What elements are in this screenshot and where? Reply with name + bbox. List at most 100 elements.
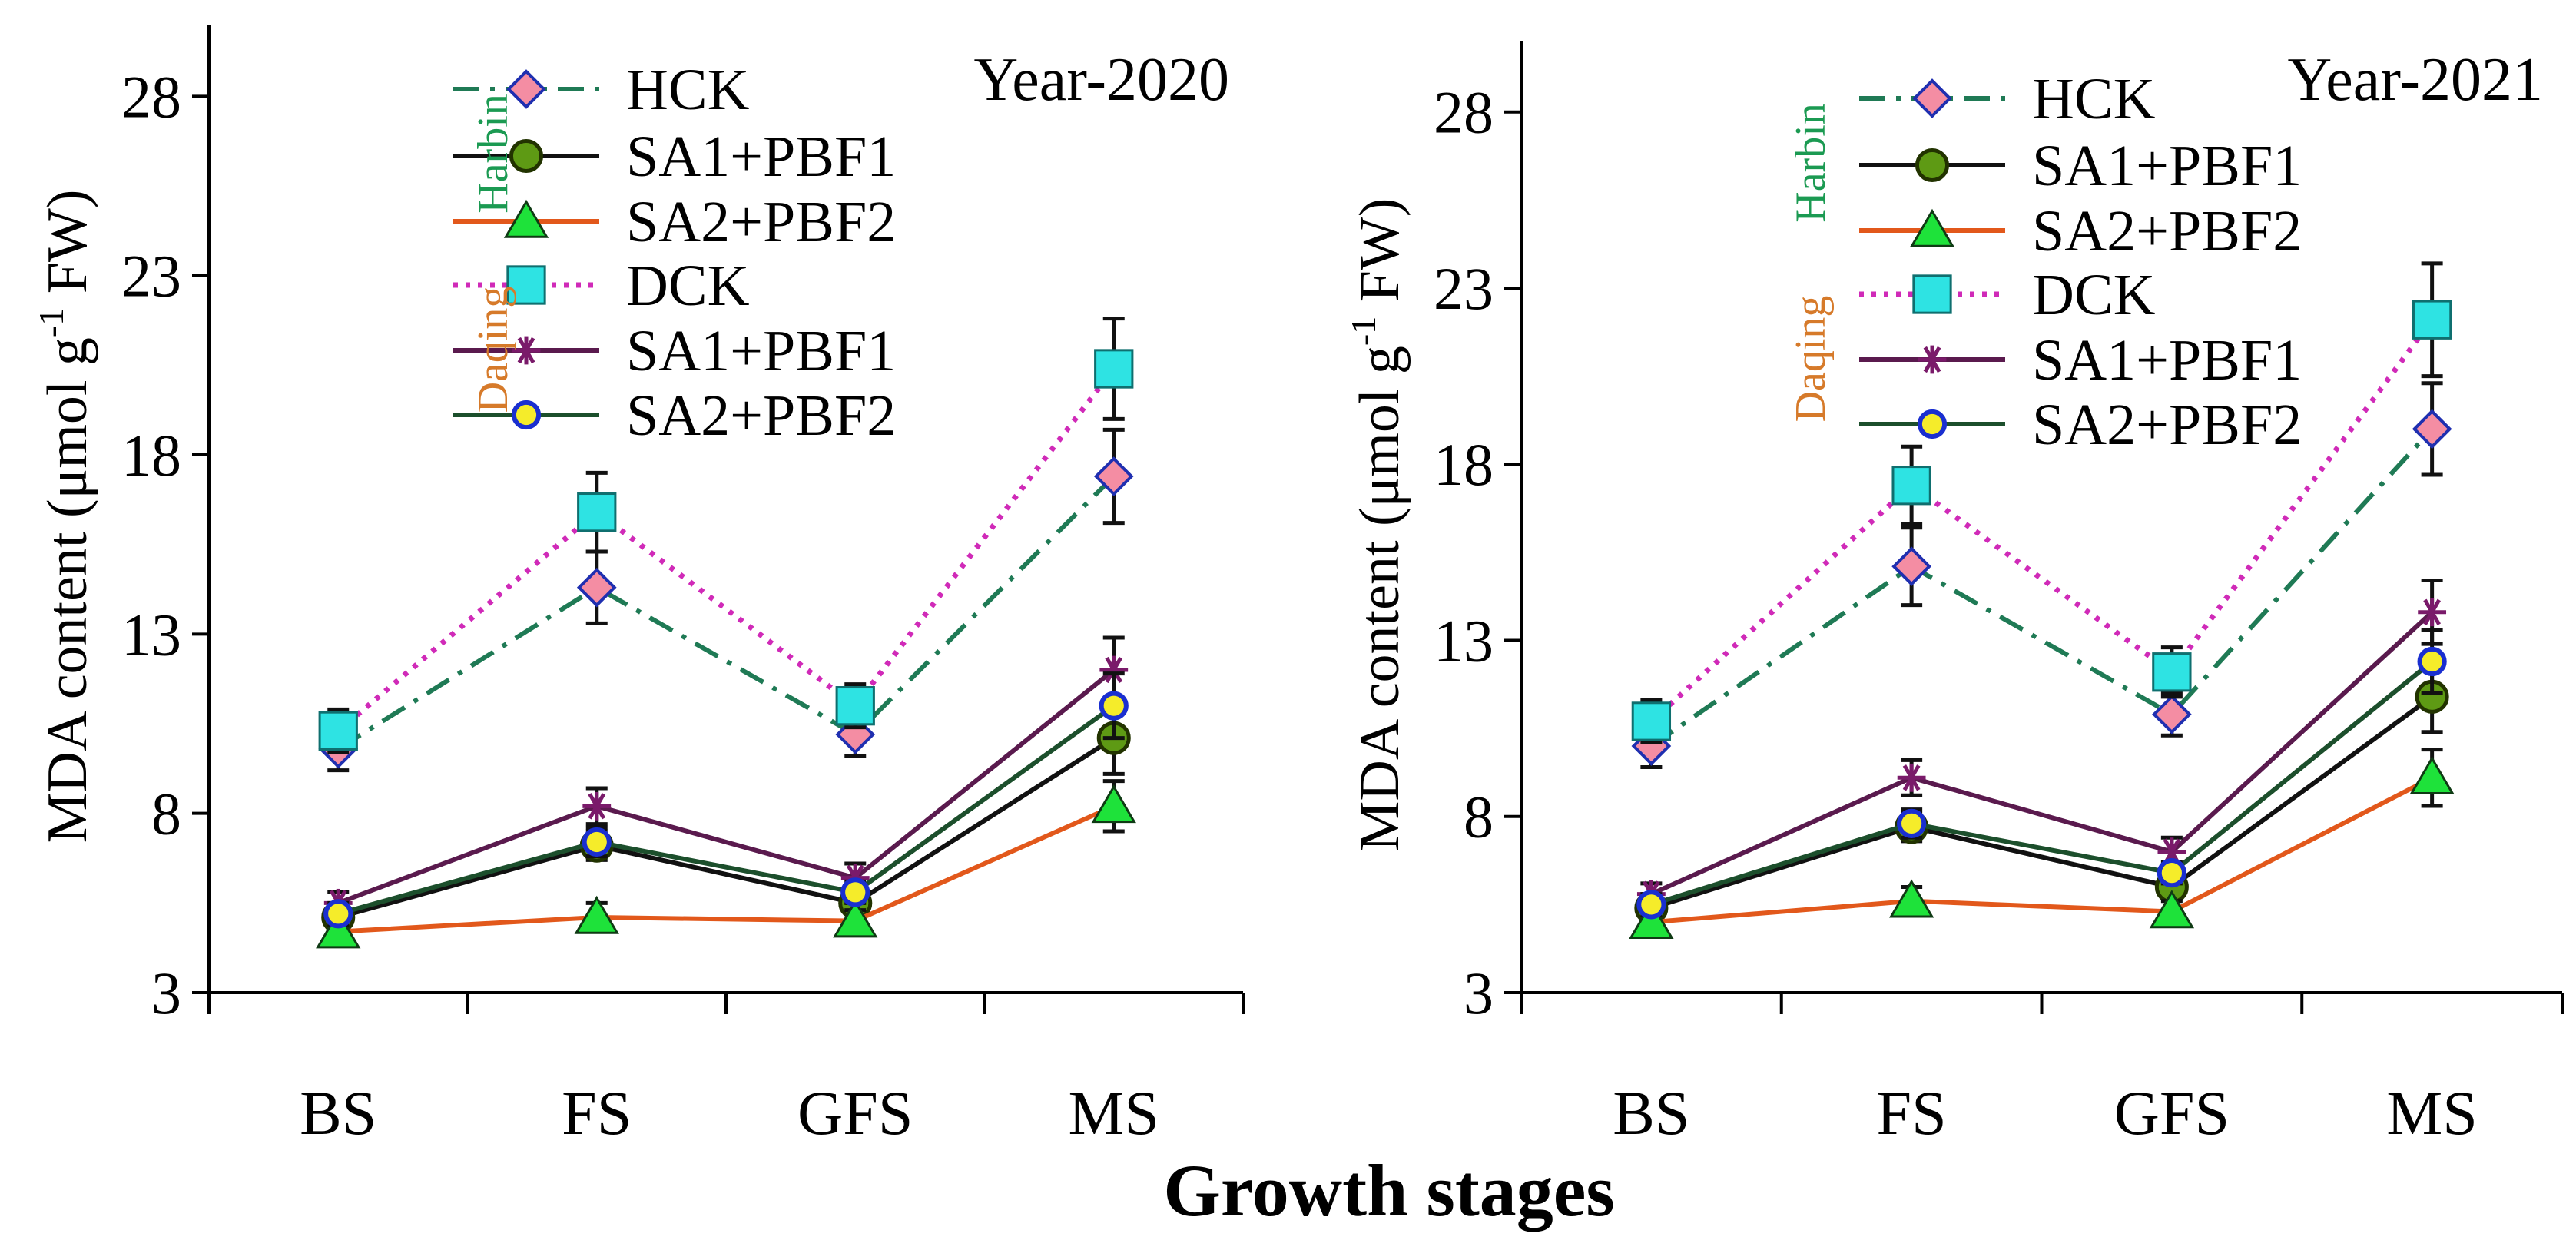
- series-line: [337, 474, 1116, 751]
- legend-group-daqing: Daqing: [1787, 296, 1835, 423]
- legend-label: SA1+PBF1: [626, 319, 896, 383]
- y-axis-label: MDA content (μmol g-1 FW): [1344, 198, 1411, 852]
- series-sa2-pbf2-d: [323, 671, 1129, 929]
- legend-label: HCK: [626, 58, 750, 122]
- legend-marker: [1909, 208, 1955, 247]
- data-point: [1636, 890, 1666, 920]
- x-tick-label: FS: [1877, 1078, 1947, 1148]
- series-sa2-pbf2-h: [316, 779, 1136, 949]
- legend-label: SA1+PBF1: [2032, 328, 2302, 393]
- data-point: [2412, 409, 2452, 449]
- data-point: [577, 492, 617, 532]
- legend-marker: [1912, 274, 1952, 314]
- data-point: [2417, 646, 2447, 677]
- legend-label: SA1+PBF1: [2032, 134, 2302, 198]
- series-line: [338, 804, 1115, 934]
- legend-marker: [509, 138, 544, 174]
- legend-marker: [511, 400, 542, 430]
- chart-panel-2: 3 8 13 18 23 28 BS FS GFS MS MDA content (μmol g-1…: [1344, 41, 2564, 1148]
- y-tick-label: 23: [1434, 255, 1494, 322]
- legend-marker: [1918, 345, 1947, 374]
- data-point: [1897, 808, 1927, 839]
- data-point: [1891, 546, 1931, 587]
- data-point: [840, 877, 870, 907]
- legend-group-harbin: Harbin: [469, 94, 517, 214]
- x-tick-label: BS: [300, 1078, 376, 1148]
- legend-marker: [506, 265, 546, 305]
- series-line: [337, 668, 1116, 906]
- data-point: [2409, 756, 2455, 795]
- data-point: [582, 791, 612, 821]
- y-label-main: MDA content (μmol g: [1348, 346, 1411, 851]
- legend-label: SA2+PBF2: [2032, 199, 2302, 264]
- data-point: [318, 711, 358, 751]
- y-tick-label: 3: [151, 960, 181, 1026]
- series-line: [1650, 695, 2434, 910]
- series-line: [1650, 610, 2434, 897]
- x-tick-label: MS: [1068, 1078, 1159, 1148]
- x-tick-label: FS: [562, 1078, 632, 1148]
- chart-title: Year-2021: [2288, 46, 2543, 114]
- series-line: [1649, 318, 2435, 724]
- series-hck: [318, 427, 1134, 773]
- y-label-tail: FW): [1348, 198, 1411, 317]
- legend-label: DCK: [2032, 263, 2156, 327]
- legend: HCKSA1+PBF1SA2+PBF2DCKSA1+PBF1SA2+PBF2Ha…: [453, 58, 896, 448]
- legend-label: SA2+PBF2: [2032, 393, 2302, 457]
- y-label-sup: -1: [31, 308, 71, 337]
- data-point: [582, 827, 612, 857]
- data-point: [835, 686, 875, 726]
- data-point: [1094, 349, 1134, 389]
- x-tick-label: GFS: [797, 1078, 913, 1148]
- data-point: [2149, 890, 2195, 929]
- data-point: [833, 899, 878, 938]
- data-point: [2157, 858, 2186, 888]
- data-point: [2152, 652, 2192, 692]
- legend-label: SA2+PBF2: [626, 383, 896, 448]
- data-point: [1629, 900, 1674, 940]
- y-tick-label: 18: [121, 422, 181, 489]
- legend: HCKSA1+PBF1SA2+PBF2DCKSA1+PBF1SA2+PBF2Ha…: [1787, 67, 2302, 457]
- data-point: [1888, 879, 1934, 918]
- x-tick-label: GFS: [2114, 1078, 2230, 1148]
- legend-group-harbin: Harbin: [1787, 103, 1835, 223]
- data-point: [2152, 694, 2192, 734]
- chart-panel-1: 3 8 13 18 23 28 BS FS GFS MS MDA content (μmol g-1…: [31, 25, 1245, 1148]
- data-point: [2418, 598, 2447, 627]
- data-point: [574, 895, 619, 934]
- y-tick-label: 8: [1464, 784, 1494, 850]
- y-label-tail: FW): [36, 190, 99, 308]
- series-line: [336, 366, 1116, 734]
- series-sa2-pbf2-d: [1636, 628, 2447, 920]
- legend-group-daqing: Daqing: [469, 287, 517, 413]
- data-point: [1891, 466, 1931, 506]
- legend-marker: [1917, 409, 1948, 439]
- y-label-main: MDA content (μmol g: [36, 337, 99, 843]
- legend-marker: [503, 199, 549, 238]
- series-dck: [318, 317, 1134, 754]
- x-axis-label: Growth stages: [1163, 1149, 1615, 1232]
- y-tick-label: 23: [121, 243, 181, 310]
- data-point: [1631, 701, 1672, 741]
- y-tick-label: 18: [1434, 431, 1494, 498]
- data-point: [1091, 784, 1136, 824]
- series-line: [1651, 775, 2433, 925]
- data-point: [1093, 456, 1134, 496]
- data-point: [1099, 691, 1129, 721]
- legend-marker: [1912, 78, 1952, 118]
- y-tick-label: 28: [1434, 79, 1494, 146]
- legend-marker: [1915, 148, 1950, 183]
- series-sa1-pbf1-h: [321, 700, 1131, 935]
- y-tick-label: 3: [1464, 960, 1494, 1026]
- series-sa2-pbf2-h: [1629, 748, 2455, 940]
- legend-label: SA2+PBF2: [626, 190, 896, 254]
- legend-label: DCK: [626, 254, 750, 318]
- legend-label: HCK: [2032, 67, 2156, 131]
- series-line: [337, 736, 1116, 920]
- series-line: [1650, 659, 2434, 907]
- legend-marker: [512, 336, 541, 365]
- x-tick-label: BS: [1613, 1078, 1689, 1148]
- series-sa1-pbf1-h: [1634, 659, 2449, 926]
- x-tick-label: MS: [2386, 1078, 2478, 1148]
